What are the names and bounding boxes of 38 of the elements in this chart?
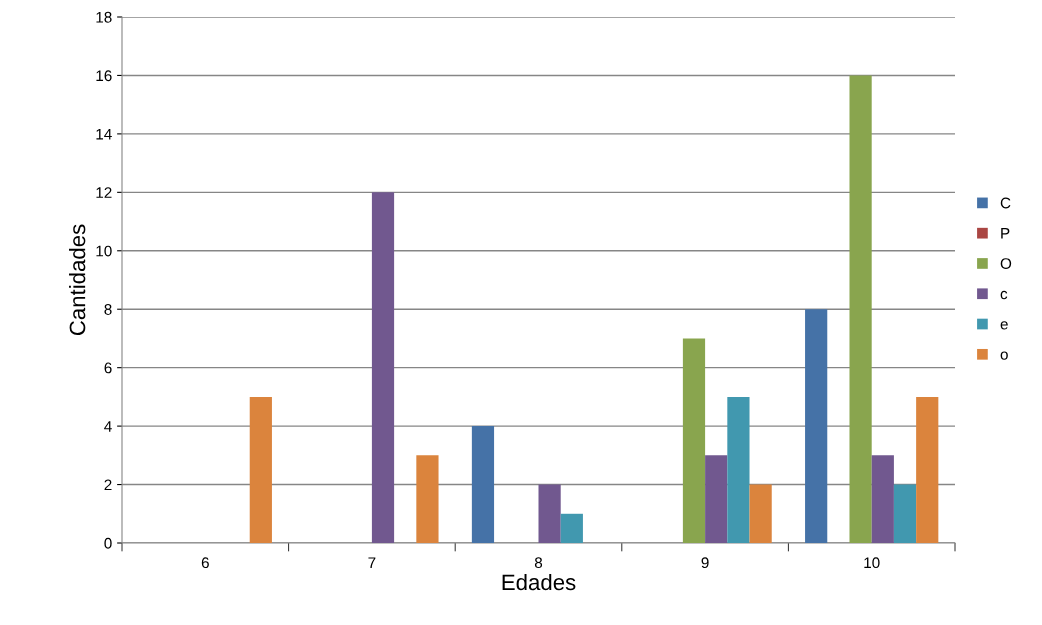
bar [916,396,939,543]
bar [371,192,395,543]
y-tick-label: 6 [104,362,112,374]
legend-label: P [1001,228,1010,239]
legend-label: O [1000,258,1012,269]
y-tick-label: 18 [96,11,112,23]
bar [849,75,872,543]
x-axis-title: Edades [502,573,576,591]
y-axis-title: Cantidades [69,224,86,336]
legend-label: C [1000,197,1011,209]
y-tick-label: 12 [96,187,112,198]
bar [871,455,894,543]
x-tick-label: 10 [864,557,880,569]
legend-label: c [1000,290,1008,300]
x-tick-label: 9 [701,557,709,569]
bar [749,484,772,543]
legend-label: o [1000,351,1008,360]
x-tick-label: 7 [368,557,376,568]
legend-label: e [1000,321,1008,330]
bar [471,426,495,543]
bar [727,396,750,543]
bar [249,396,272,543]
bar [705,455,728,543]
x-tick-label: 8 [534,557,543,569]
bar [416,455,439,543]
y-tick-label: 16 [96,70,112,82]
bar [893,484,917,543]
y-tick-label: 8 [104,304,112,315]
x-tick-label: 6 [201,557,209,569]
bar [805,309,828,543]
bar [560,513,583,543]
bar [538,484,561,543]
y-tick-label: 4 [104,421,112,432]
y-tick-label: 2 [104,479,112,491]
bar [682,338,706,543]
y-tick-label: 10 [96,245,112,257]
y-tick-label: 0 [104,537,112,549]
y-tick-label: 14 [96,128,112,140]
